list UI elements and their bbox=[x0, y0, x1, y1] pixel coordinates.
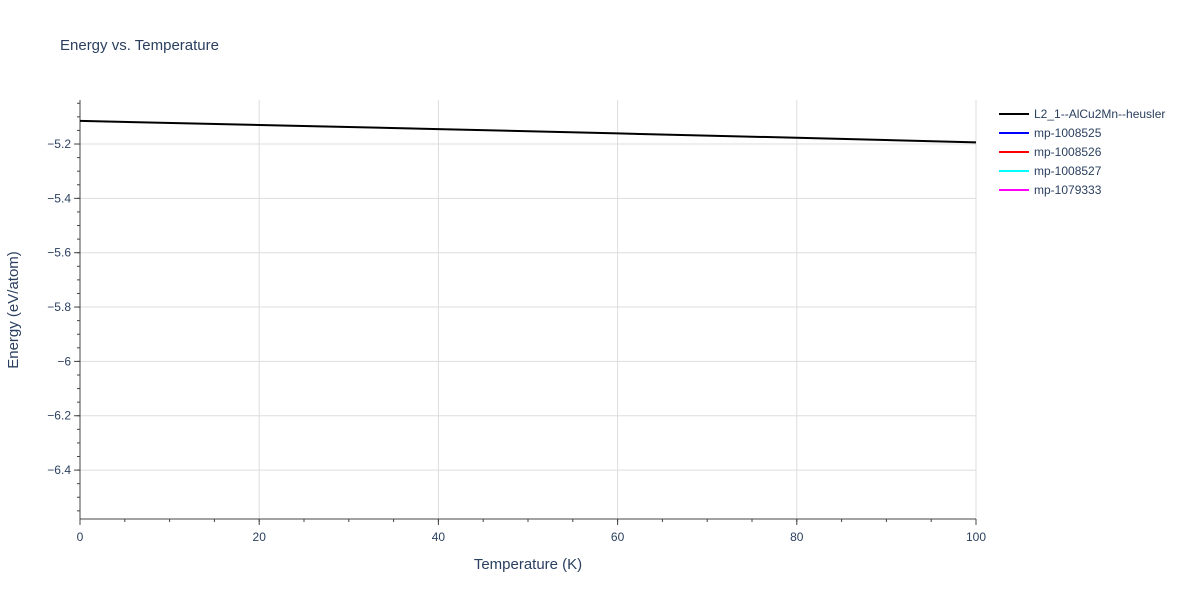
y-tick-label: −6.4 bbox=[47, 463, 71, 477]
legend-label: mp-1008525 bbox=[1034, 126, 1102, 140]
legend-label: mp-1079333 bbox=[1034, 183, 1102, 197]
y-tick-label: −6 bbox=[57, 354, 71, 368]
grid bbox=[80, 100, 977, 519]
legend-label: mp-1008527 bbox=[1034, 164, 1102, 178]
x-tick-label: 0 bbox=[77, 530, 84, 544]
legend-item[interactable]: mp-1008526 bbox=[999, 145, 1102, 159]
legend-item[interactable]: mp-1079333 bbox=[999, 183, 1102, 197]
x-tick-label: 40 bbox=[432, 530, 446, 544]
y-tick-label: −5.4 bbox=[47, 191, 71, 205]
x-tick-label: 60 bbox=[611, 530, 625, 544]
legend-label: mp-1008526 bbox=[1034, 145, 1102, 159]
legend-label: L2_1--AlCu2Mn--heusler bbox=[1034, 107, 1165, 121]
chart-title: Energy vs. Temperature bbox=[60, 37, 219, 54]
y-tick-label: −5.2 bbox=[47, 137, 71, 151]
y-tick-label: −6.2 bbox=[47, 409, 71, 423]
series-line bbox=[79, 119, 977, 144]
legend-item[interactable]: mp-1008525 bbox=[999, 126, 1102, 140]
x-axis-label: Temperature (K) bbox=[474, 556, 582, 573]
legend[interactable]: L2_1--AlCu2Mn--heusler mp-1008525 mp-10085… bbox=[999, 107, 1165, 197]
legend-item[interactable]: mp-1008527 bbox=[999, 164, 1102, 178]
series-lines bbox=[79, 119, 977, 144]
y-tick-label: −5.6 bbox=[47, 246, 71, 260]
x-tick-label: 100 bbox=[966, 530, 986, 544]
axes: 0 20 40 60 80 100 −5.2 −5.4 −5.6 −5.8 −6 −6.2 −6.4 bbox=[47, 100, 986, 544]
y-tick-label: −5.8 bbox=[47, 300, 71, 314]
x-tick-label: 80 bbox=[790, 530, 804, 544]
x-tick-label: 20 bbox=[253, 530, 267, 544]
y-axis-label: Energy (eV/atom) bbox=[5, 251, 22, 369]
legend-item[interactable]: L2_1--AlCu2Mn--heusler bbox=[999, 107, 1165, 121]
